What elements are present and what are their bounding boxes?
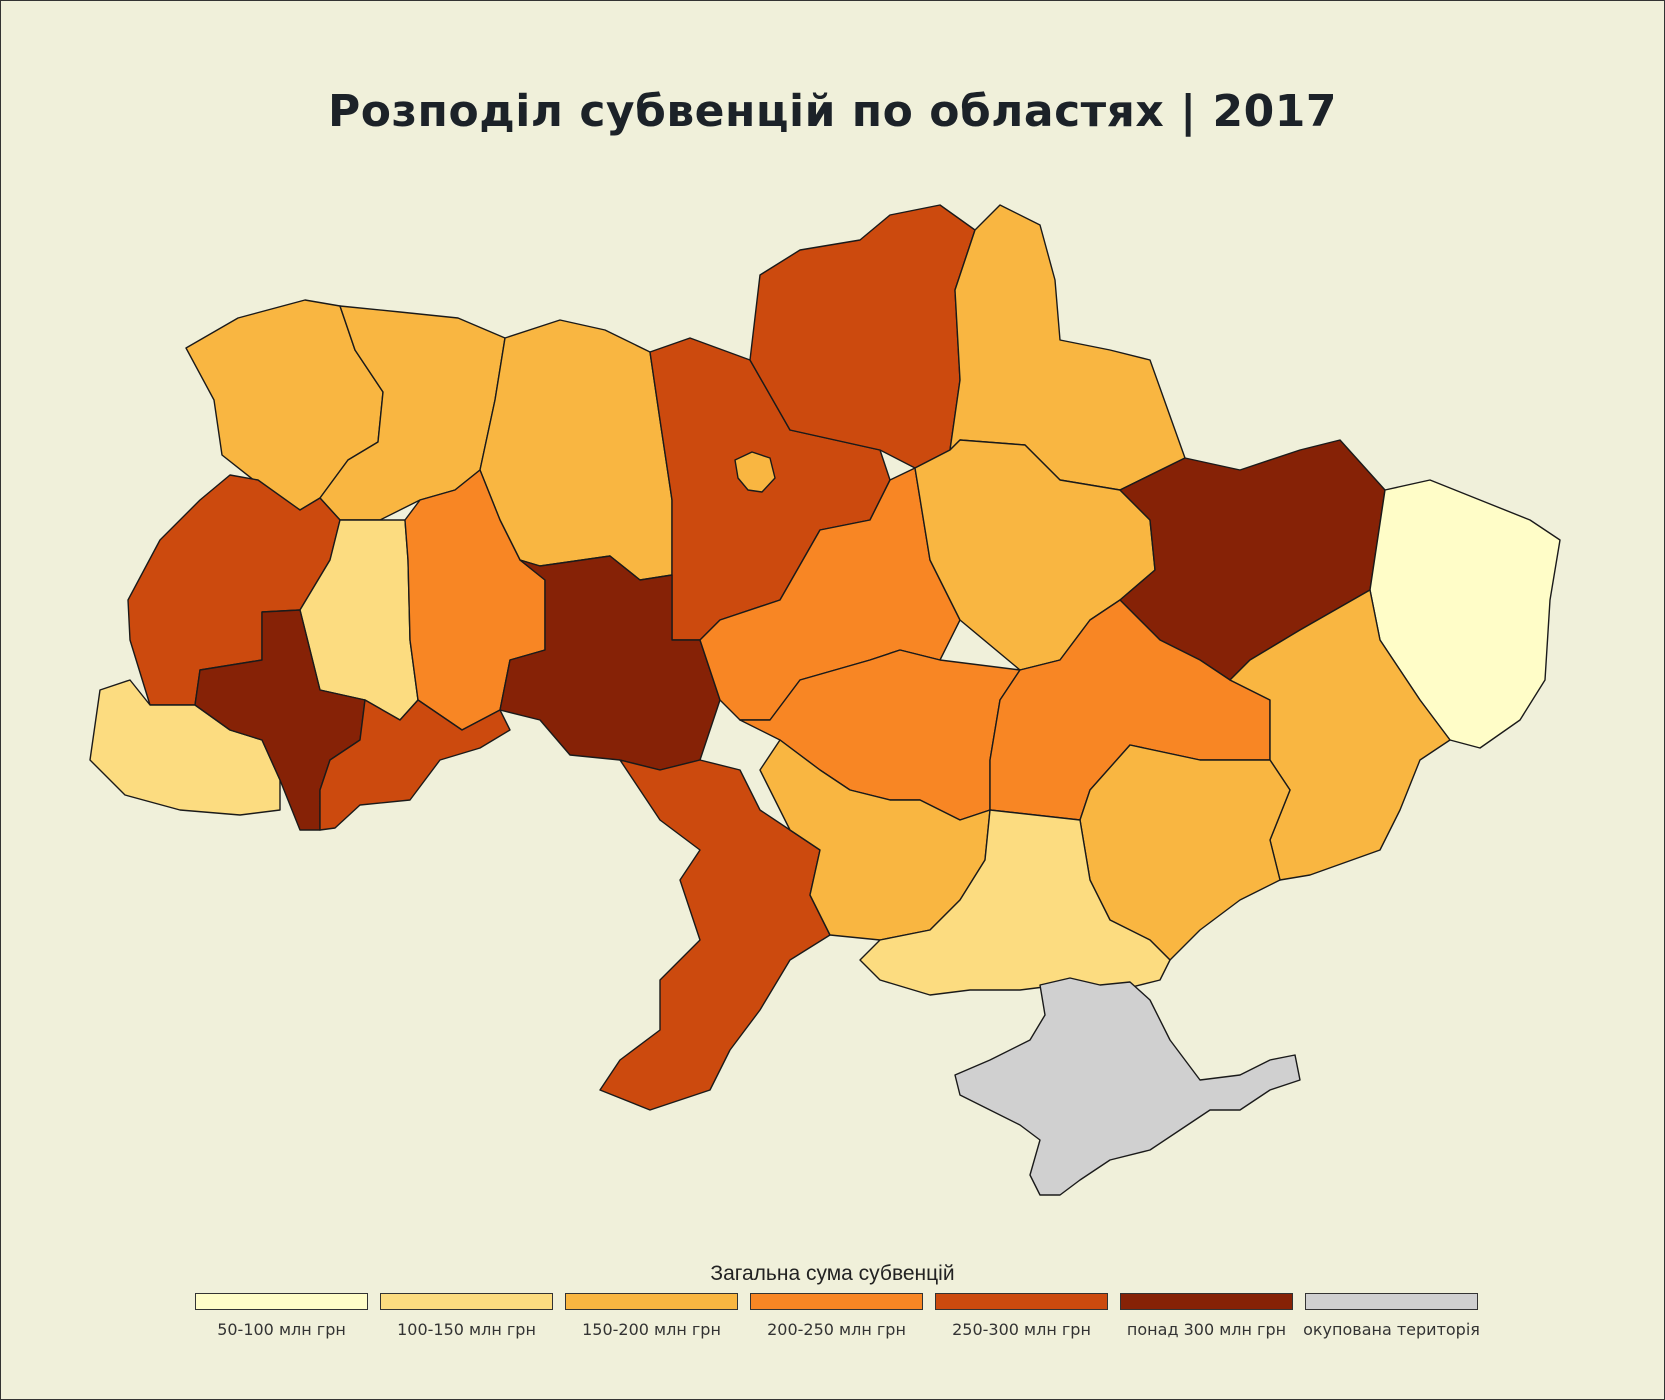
legend-swatch xyxy=(195,1293,368,1310)
region-odesa xyxy=(599,759,831,1111)
legend-item: окупована територія xyxy=(1303,1293,1480,1339)
map-title: Розподіл субвенцій по областях | 2017 xyxy=(328,86,1337,137)
region-rivne xyxy=(319,305,506,521)
legend-label: 200-250 млн грн xyxy=(767,1320,906,1339)
legend-swatch xyxy=(1120,1293,1293,1310)
legend-item: 50-100 млн грн xyxy=(195,1293,368,1339)
legend-label: понад 300 млн грн xyxy=(1126,1320,1287,1339)
legend-label: 100-150 млн грн xyxy=(397,1320,536,1339)
region-kherson xyxy=(859,809,1171,996)
legend-item: 100-150 млн грн xyxy=(380,1293,553,1339)
legend-swatch xyxy=(1305,1293,1478,1310)
legend-title: Загальна сума субвенцій xyxy=(710,1262,955,1285)
legend-label: 150-200 млн грн xyxy=(582,1320,721,1339)
legend: 50-100 млн грн 100-150 млн грн 150-200 м… xyxy=(195,1293,1480,1339)
region-kyiv-city xyxy=(734,451,776,493)
legend-label: окупована територія xyxy=(1303,1320,1480,1339)
region-crimea xyxy=(954,977,1301,1196)
legend-item: понад 300 млн грн xyxy=(1120,1293,1293,1339)
legend-item: 200-250 млн грн xyxy=(750,1293,923,1339)
region-ivano-frankivsk xyxy=(194,609,366,831)
legend-label: 50-100 млн грн xyxy=(217,1320,346,1339)
region-chernivtsi xyxy=(319,699,511,831)
legend-label: 250-300 млн грн xyxy=(952,1320,1091,1339)
legend-swatch xyxy=(750,1293,923,1310)
legend-item: 150-200 млн грн xyxy=(565,1293,738,1339)
legend-swatch xyxy=(935,1293,1108,1310)
legend-swatch xyxy=(380,1293,553,1310)
legend-swatch xyxy=(565,1293,738,1310)
legend-item: 250-300 млн грн xyxy=(935,1293,1108,1339)
